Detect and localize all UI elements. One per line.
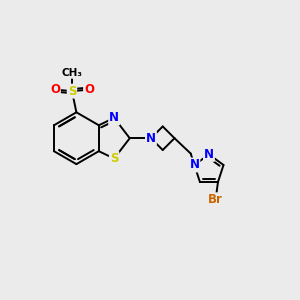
Text: S: S xyxy=(110,152,118,165)
Text: N: N xyxy=(109,111,119,124)
Text: O: O xyxy=(50,83,60,96)
Text: CH₃: CH₃ xyxy=(61,68,82,78)
Text: N: N xyxy=(204,148,214,161)
Text: N: N xyxy=(189,158,200,172)
Text: S: S xyxy=(68,85,76,98)
Text: N: N xyxy=(146,132,156,145)
Text: O: O xyxy=(84,83,94,96)
Text: Br: Br xyxy=(208,193,223,206)
